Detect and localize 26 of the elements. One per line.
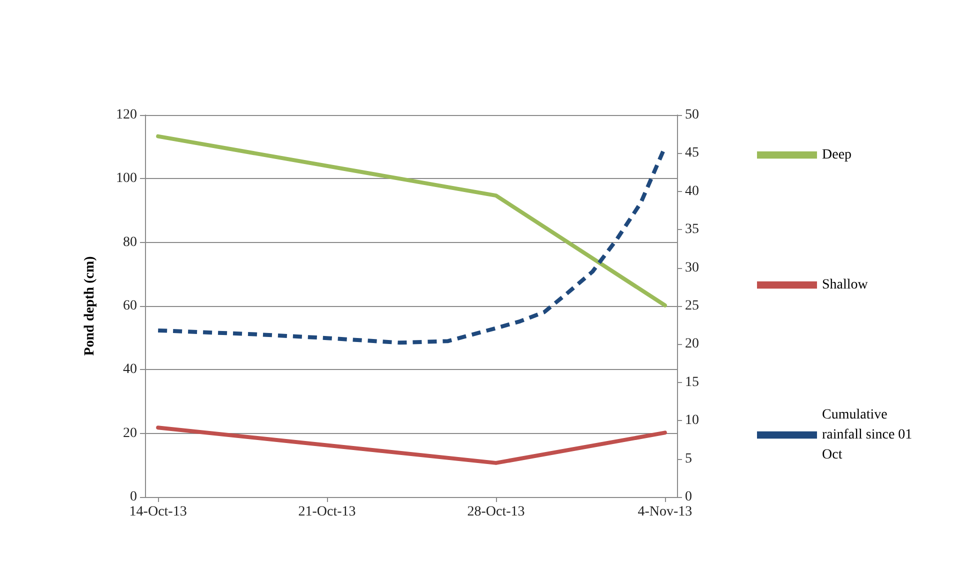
y2-tick-label: 15 [685, 374, 699, 390]
y2-tick-label: 10 [685, 413, 699, 428]
x-tick-label: 14-Oct-13 [129, 504, 187, 520]
legend-label: Cumulative rainfall since 01 Oct [822, 408, 916, 462]
y2-tick-label: 30 [685, 260, 699, 276]
legend-label: Shallow [822, 278, 869, 292]
x-tick-label: 4-Nov-13 [638, 504, 692, 520]
y2-tick-label: 50 [685, 108, 699, 122]
legend-label: Deep [822, 148, 852, 162]
y-tick-label: 0 [130, 490, 137, 504]
y-axis-title: Pond depth (cm) [82, 256, 98, 356]
y-tick-label: 40 [123, 362, 137, 378]
y2-tick-label: 45 [685, 146, 699, 161]
x-tick-label: 21-Oct-13 [298, 504, 356, 520]
y2-tick-label: 0 [685, 490, 692, 504]
y2-tick-label: 25 [685, 298, 699, 314]
y2-tick-label: 35 [685, 222, 699, 238]
y-tick-label: 60 [123, 298, 137, 314]
y-tick-label: 100 [116, 171, 137, 186]
y2-tick-label: 5 [685, 451, 692, 466]
y2-tick-label: 40 [685, 184, 699, 199]
y2-tick-label: 20 [685, 336, 699, 352]
y-tick-label: 20 [123, 426, 137, 441]
x-tick-label: 28-Oct-13 [467, 504, 525, 520]
y-tick-label: 80 [123, 234, 137, 250]
y-tick-label: 120 [116, 108, 137, 122]
